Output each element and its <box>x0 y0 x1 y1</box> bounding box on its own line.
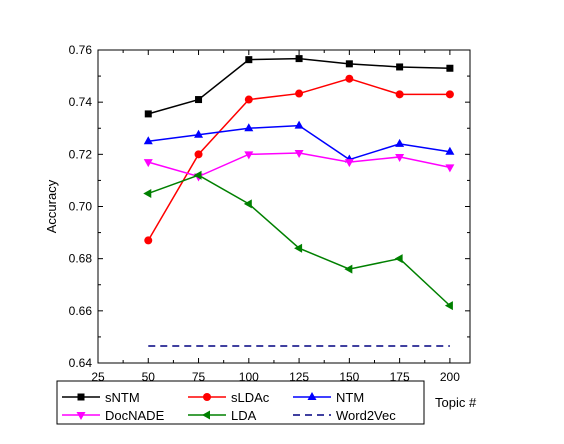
series-line-sldac <box>147 77 450 241</box>
data-point-sntm <box>144 110 152 118</box>
legend-label-lda: LDA <box>231 408 257 423</box>
data-point-ntm <box>395 138 405 147</box>
data-point-sntm <box>396 63 404 71</box>
y-tick-label: 0.76 <box>69 43 93 57</box>
data-point-lda <box>143 188 152 198</box>
data-point-sldac <box>445 90 454 99</box>
data-point-lda <box>444 301 453 311</box>
data-point-lda <box>193 170 202 180</box>
data-point-sldac <box>295 89 304 98</box>
data-point-lda <box>243 199 252 209</box>
data-point-sldac <box>244 95 253 104</box>
data-point-docnade <box>244 151 254 160</box>
legend-marker-sntm <box>77 393 85 401</box>
data-point-sntm <box>446 64 454 72</box>
data-point-ntm <box>244 123 254 132</box>
data-point-docnade <box>294 150 304 159</box>
y-tick-label: 0.72 <box>69 147 93 161</box>
data-point-sntm <box>345 60 353 68</box>
data-point-docnade <box>395 153 405 162</box>
legend-marker-lda <box>202 410 210 420</box>
y-tick-label: 0.64 <box>69 356 93 370</box>
y-tick-label: 0.66 <box>69 304 93 318</box>
data-point-docnade <box>445 164 455 173</box>
data-point-ntm <box>294 120 304 129</box>
series-line-sntm <box>148 57 450 115</box>
legend-label-word2vec: Word2Vec <box>336 408 396 423</box>
x-tick-label: 200 <box>440 370 460 384</box>
legend-label-docnade: DocNADE <box>105 408 165 423</box>
series-line-lda <box>148 174 451 307</box>
data-point-sntm <box>245 56 253 64</box>
legend-label-sldac: sLDAc <box>231 390 270 405</box>
data-point-sldac <box>194 150 203 159</box>
data-point-lda <box>344 264 353 274</box>
data-point-ntm <box>194 129 204 138</box>
data-point-sldac <box>144 236 153 245</box>
legend-label-sntm: sNTM <box>105 390 140 405</box>
y-tick-label: 0.68 <box>69 252 93 266</box>
plot-frame <box>97 49 471 364</box>
data-point-sldac <box>345 74 354 83</box>
legend-marker-ntm <box>307 392 317 400</box>
data-point-docnade <box>344 159 354 168</box>
data-point-ntm <box>143 136 153 145</box>
data-point-sldac <box>395 90 404 99</box>
data-point-docnade <box>143 159 153 168</box>
y-axis-title: Accuracy <box>44 179 59 233</box>
legend-marker-docnade <box>76 412 86 420</box>
legend-label-ntm: NTM <box>336 390 364 405</box>
legend-marker-sldac <box>203 393 211 401</box>
data-point-lda <box>394 254 403 264</box>
legend-box <box>56 380 425 425</box>
data-point-sntm <box>195 96 203 104</box>
y-tick-label: 0.70 <box>69 200 93 214</box>
data-point-lda <box>294 243 303 253</box>
data-point-sntm <box>295 55 303 63</box>
y-tick-label: 0.74 <box>69 95 93 109</box>
data-point-ntm <box>445 146 455 155</box>
x-axis-title: Topic # <box>435 395 477 410</box>
